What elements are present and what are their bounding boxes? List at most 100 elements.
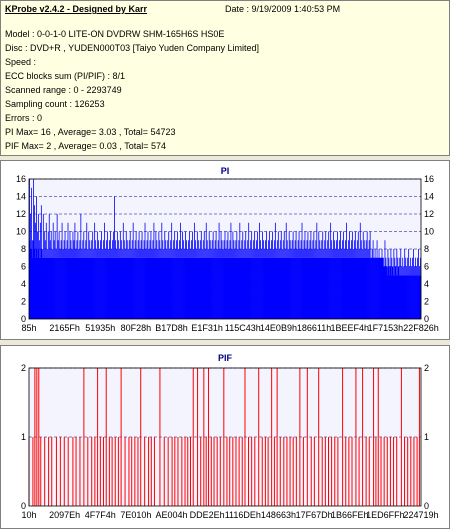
pi-bar — [131, 257, 133, 319]
pi-bar — [257, 257, 259, 319]
pi-bar — [160, 257, 162, 319]
pi-bar — [126, 257, 129, 319]
pi-bar — [85, 257, 87, 319]
pi-bar — [205, 257, 208, 319]
plot-frame — [28, 178, 422, 320]
pi-bar — [95, 257, 97, 319]
pi-bar — [201, 257, 204, 319]
x-tick-label: 80F28h — [121, 323, 152, 333]
pi-bar — [37, 249, 40, 319]
pi-bar — [211, 257, 213, 319]
pi-bar — [346, 257, 349, 319]
pi-bar — [196, 257, 199, 319]
pi-bar — [367, 257, 369, 319]
pi-bar — [261, 257, 263, 319]
y-tick-label-left: 2 — [21, 297, 26, 307]
pi-bar — [68, 257, 70, 319]
pi-bar — [383, 266, 385, 319]
pi-bar — [408, 275, 410, 319]
pi-bar — [412, 275, 414, 319]
x-tick-label: 85h — [21, 323, 36, 333]
pi-bar — [166, 257, 168, 319]
pi-bar — [185, 257, 188, 319]
pi-bar — [223, 257, 225, 319]
pi-bar — [47, 257, 50, 319]
y-tick-label-left: 2 — [21, 363, 26, 373]
pi-bar — [148, 257, 150, 319]
pi-bar — [136, 257, 138, 319]
pi-bar — [218, 257, 220, 319]
pi-bar — [204, 257, 207, 319]
pi-bar — [279, 257, 282, 319]
pi-bar — [364, 257, 367, 319]
pi-bar — [341, 257, 343, 319]
pi-bar — [343, 257, 346, 319]
pi-bar — [103, 257, 105, 319]
pi-bar — [247, 257, 249, 319]
pi-bar — [394, 266, 396, 319]
x-tick-label: 1116DEh — [225, 510, 261, 520]
pi-bar — [234, 257, 236, 319]
pi-bar — [304, 257, 306, 319]
pi-bar — [389, 266, 391, 319]
y-tick-label-right: 8 — [424, 244, 429, 254]
pi-bar — [258, 257, 260, 319]
pi-bar — [108, 257, 111, 319]
pi-bar — [293, 257, 295, 319]
pi-bar — [284, 257, 287, 319]
pi-bar — [188, 257, 191, 319]
pi-bar — [30, 249, 33, 319]
pi-bar — [264, 257, 266, 319]
pi-bar — [175, 257, 177, 319]
pi-bar — [186, 257, 189, 319]
pi-bar — [240, 257, 242, 319]
pi-bar — [348, 257, 351, 319]
y-tick-label-left: 12 — [16, 209, 26, 219]
pi-bar — [154, 257, 156, 319]
pi-bar — [315, 257, 317, 319]
pi-bar — [190, 257, 193, 319]
pi-bar — [153, 257, 155, 319]
pi-bar — [392, 275, 394, 319]
pi-bar — [50, 257, 53, 319]
pi-bar — [306, 257, 308, 319]
pi-bar — [111, 257, 114, 319]
pi-bar — [161, 257, 163, 319]
pi-bar — [206, 257, 209, 319]
pi-bar — [278, 257, 281, 319]
pi-bar — [76, 257, 78, 319]
info-scanned-range: Scanned range : 0 - 2293749 — [5, 85, 122, 95]
pi-bar — [317, 257, 319, 319]
pi-bar — [34, 257, 37, 319]
pi-bar — [372, 257, 374, 319]
pi-bar — [251, 257, 253, 319]
x-tick-label: 2097Eh — [49, 510, 80, 520]
pi-bar — [275, 257, 278, 319]
x-tick-label: E1F31h — [191, 323, 223, 333]
pi-bar — [141, 257, 143, 319]
pi-bar — [135, 257, 137, 319]
pi-bar — [384, 266, 386, 319]
info-pi-summary: PI Max= 16 , Average= 3.03 , Total= 5472… — [5, 127, 176, 137]
x-tick-label: 14E0B9h — [260, 323, 297, 333]
pi-bar — [309, 257, 311, 319]
pi-bar — [333, 257, 335, 319]
pi-bar — [249, 257, 251, 319]
pi-bar — [229, 257, 231, 319]
x-tick-label: AE004h — [156, 510, 188, 520]
x-tick-label: 17F67Dh — [296, 510, 333, 520]
pi-bar — [147, 257, 149, 319]
y-tick-label-right: 0 — [424, 314, 429, 324]
pi-bar — [386, 275, 388, 319]
plot-frame — [28, 367, 422, 507]
pi-bar — [242, 257, 244, 319]
x-tick-label: 115C43h — [225, 323, 261, 333]
pi-bar — [339, 257, 341, 319]
y-tick-label-left: 0 — [21, 314, 26, 324]
pi-bar — [226, 257, 228, 319]
pi-bar — [209, 257, 211, 319]
pi-bar — [41, 257, 44, 319]
y-tick-label-left: 1 — [21, 432, 26, 442]
pi-bar — [387, 266, 389, 319]
pi-bar — [413, 275, 415, 319]
